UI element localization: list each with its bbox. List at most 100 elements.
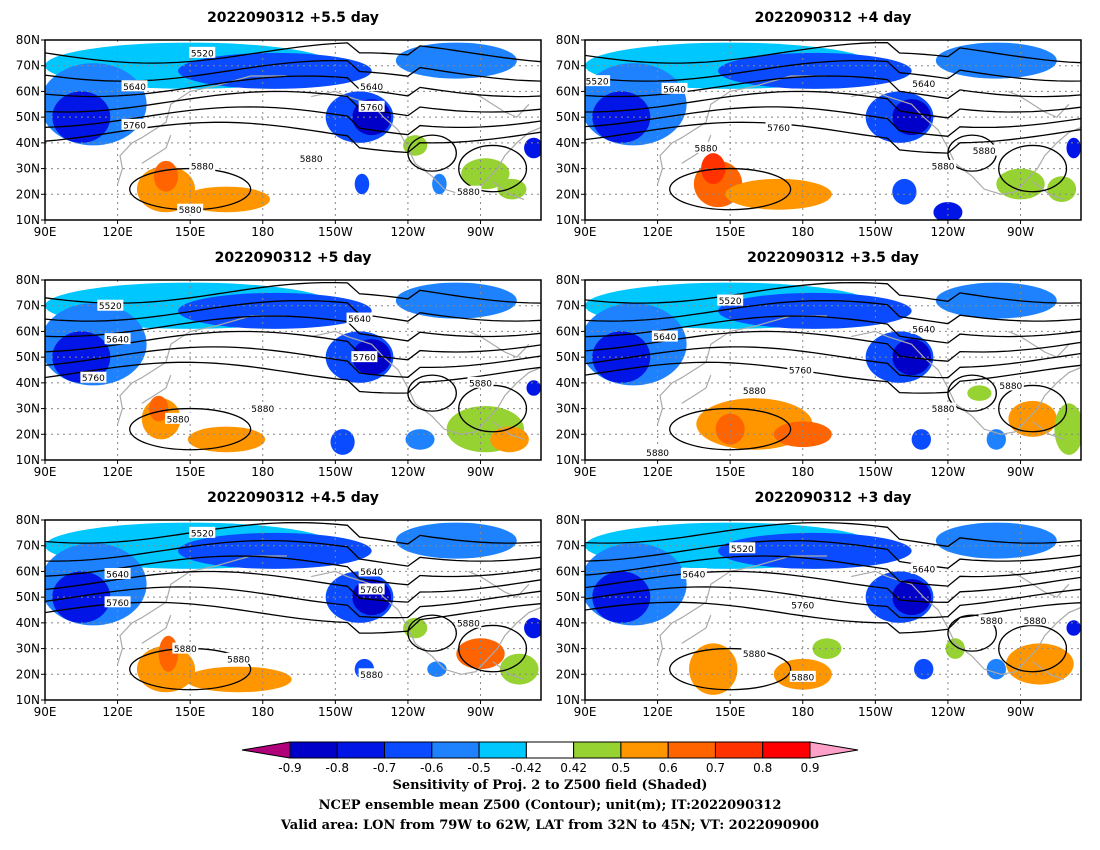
z500-contour: [45, 75, 541, 98]
contour-label-bg: [910, 322, 937, 334]
lat-tick-label: 60N: [556, 84, 580, 98]
sensitivity-shading: [330, 429, 355, 455]
contour-label-bg: [1022, 614, 1049, 626]
contour-label-bg: [741, 384, 768, 396]
panel-frame: [44, 519, 542, 701]
lat-tick-label: 20N: [16, 667, 40, 681]
colorbar-tick-label: 0.42: [560, 761, 587, 775]
lat-tick-label: 80N: [556, 273, 580, 287]
contour-label-bg: [789, 670, 816, 682]
contour-label: 5760: [106, 599, 129, 609]
colorbar-swatch: [762, 741, 811, 759]
contour-label-bg: [358, 565, 385, 577]
lat-tick-label: 70N: [556, 59, 580, 73]
contour-label: 5880: [360, 671, 383, 681]
sensitivity-shading: [718, 532, 912, 569]
contour-label: 5640: [360, 83, 383, 93]
contour-label: 5880: [973, 147, 996, 157]
contour-label-bg: [165, 412, 192, 424]
colorbar-tick-label: 0.6: [659, 761, 678, 775]
map-field: 5520 5640 5640 5760 5880 5880 5880 5880: [585, 280, 1081, 460]
lat-tick-label: 30N: [16, 162, 40, 176]
colorbar-tick-label: -0.9: [278, 761, 301, 775]
z500-contour: [458, 624, 528, 673]
contour-label: 5520: [191, 49, 214, 59]
z500-contour: [45, 42, 541, 64]
lat-tick-label: 80N: [16, 513, 40, 527]
contour-label-bg: [930, 160, 957, 171]
colorbar-arrow-high: [809, 741, 859, 759]
sensitivity-shading: [526, 380, 541, 396]
lon-tick-label: 120E: [102, 705, 133, 719]
lat-tick-label: 20N: [16, 187, 40, 201]
contour-label-bg: [765, 121, 792, 133]
lon-tick-label: 90E: [34, 225, 57, 239]
contour-label: 5640: [912, 325, 935, 335]
z500-contour: [45, 361, 541, 394]
z500-contour: [407, 134, 457, 172]
sensitivity-shading: [182, 186, 271, 213]
contour-label-bg: [189, 526, 216, 538]
contour-label-bg: [177, 203, 204, 215]
colorbar-swatch: [384, 741, 433, 759]
caption-line-1: Sensitivity of Proj. 2 to Z500 field (Sh…: [393, 778, 708, 793]
lon-tick-label: 150W: [318, 225, 353, 239]
sensitivity-shading: [187, 426, 266, 453]
map-field: 5520 5640 5640 5760 5760 5880 5880 5880: [45, 280, 541, 460]
contour-label: 5520: [191, 529, 214, 539]
coastline: [681, 374, 712, 404]
colorbar-tick-label: -0.8: [326, 761, 349, 775]
lon-tick-label: 150W: [318, 465, 353, 479]
z500-contour: [45, 121, 541, 154]
lat-tick-label: 40N: [16, 376, 40, 390]
contour-label-bg: [97, 299, 124, 311]
coastline: [1032, 660, 1065, 680]
lon-tick-label: 180: [251, 465, 274, 479]
sensitivity-shading: [914, 658, 934, 680]
lon-tick-label: 90E: [574, 465, 597, 479]
lon-tick-label: 150E: [175, 225, 206, 239]
z500-contour: [947, 614, 997, 652]
lat-tick-label: 40N: [556, 136, 580, 150]
colorbar-tick-label: -0.6: [420, 761, 443, 775]
sensitivity-shading: [403, 617, 428, 639]
panel-title: 2022090312 +5.5 day: [207, 10, 379, 26]
sensitivity-shading: [524, 617, 541, 639]
contour-label: 5880: [1024, 617, 1047, 627]
coastline: [851, 570, 1081, 675]
z500-contour: [585, 41, 1081, 64]
panel-title: 2022090312 +4 day: [755, 10, 912, 26]
z500-contour: [669, 407, 792, 451]
z500-contour: [998, 384, 1068, 433]
z500-contour: [585, 570, 1081, 603]
z500-contour: [585, 539, 1081, 569]
z500-contour: [585, 90, 1081, 119]
sensitivity-shading: [986, 658, 1006, 680]
lon-tick-label: 150E: [715, 225, 746, 239]
coastline: [141, 134, 172, 164]
lat-tick-label: 40N: [556, 376, 580, 390]
lon-tick-label: 150W: [858, 705, 893, 719]
contour-label-bg: [455, 616, 482, 628]
contour-label-bg: [104, 333, 131, 345]
lat-tick-label: 40N: [556, 616, 580, 630]
z500-contour: [45, 570, 541, 603]
sensitivity-shading: [427, 661, 447, 677]
contour-label: 5760: [360, 586, 383, 596]
caption: Sensitivity of Proj. 2 to Z500 field (Sh…: [280, 778, 819, 833]
lon-tick-label: 90W: [1007, 705, 1034, 719]
contour-label: 5880: [457, 619, 480, 629]
contour-label-bg: [298, 152, 325, 164]
colorbar-swatch: [478, 741, 527, 759]
lat-tick-label: 20N: [16, 427, 40, 441]
contour-label: 5880: [300, 155, 323, 165]
sensitivity-shading: [689, 643, 738, 695]
contour-label-bg: [225, 652, 252, 664]
contour-label: 5640: [123, 83, 146, 93]
lat-tick-label: 10N: [16, 453, 40, 467]
lat-tick-label: 10N: [556, 213, 580, 227]
z500-contour: [947, 374, 997, 412]
lon-tick-label: 120W: [931, 705, 966, 719]
contour-label-bg: [249, 402, 276, 414]
lat-tick-label: 30N: [556, 642, 580, 656]
